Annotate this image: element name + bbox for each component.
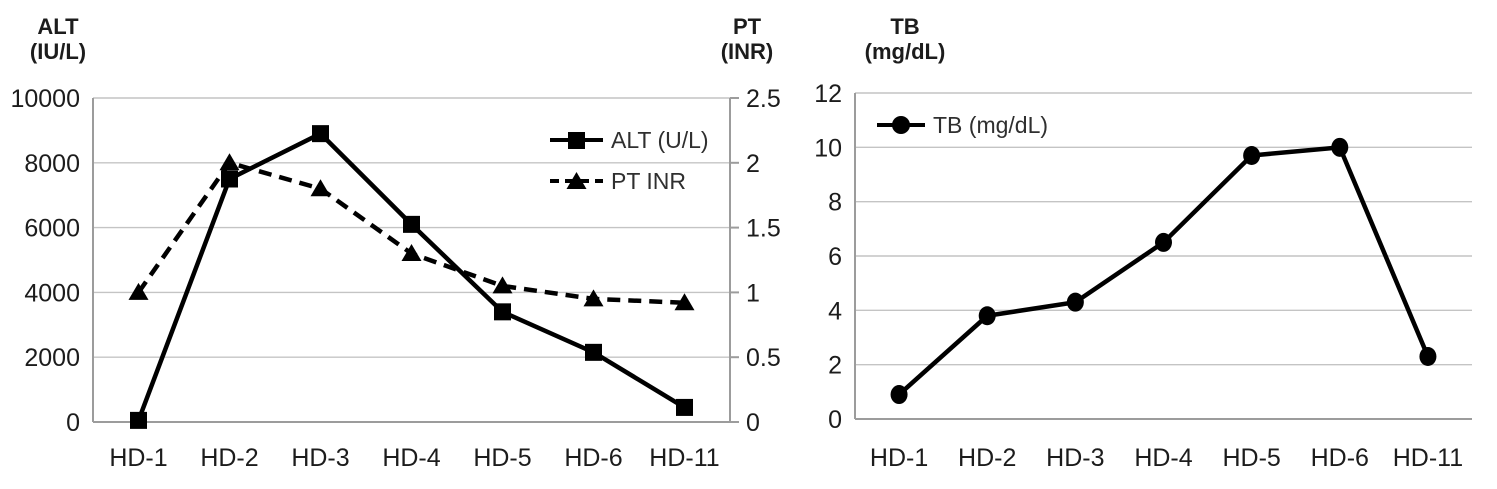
y-tick-label-left-10000: 10000 — [10, 85, 80, 113]
legend-label-tb: TB (mg/dL) — [933, 111, 1049, 138]
legend-label-pt: PT INR — [611, 167, 686, 194]
tb-axis-title-line2: (mg/dL) — [864, 39, 946, 64]
y-tick-label-left-2: 2 — [828, 352, 842, 380]
left-axis-title-alt: ALT (IU/L) — [16, 14, 100, 64]
y-tick-label-right-2: 2 — [746, 150, 760, 178]
legend-alt-pt: ALT (U/L) PT INR — [549, 127, 709, 194]
x-tick-label-hd-1: HD-1 — [109, 444, 167, 472]
x-tick-label-hd-4: HD-4 — [1134, 444, 1192, 472]
marker-alt-u-l-hd-1 — [130, 411, 147, 429]
x-tick-label-hd-6: HD-6 — [564, 444, 622, 472]
legend-sample-alt-solid-square — [550, 132, 603, 149]
legend-label-alt: ALT (U/L) — [611, 126, 709, 153]
marker-alt-u-l-hd-3 — [312, 125, 329, 143]
marker-pt-inr-hd-5 — [492, 276, 513, 294]
tb-plot-area: 0 2 4 6 8 10 12 HD-1 HD-2 HD-3 HD-4 HD-5 HD-6 HD-11 — [814, 80, 1472, 472]
marker-alt-u-l-hd-6 — [585, 343, 602, 361]
marker-tb-mg-dl-hd-1 — [890, 385, 908, 405]
y-tick-label-left-10: 10 — [814, 134, 842, 162]
x-tick-label-hd-3: HD-3 — [1046, 444, 1104, 472]
y-tick-label-right-1: 1 — [746, 279, 760, 307]
marker-alt-u-l-hd-11 — [676, 398, 693, 416]
y-tick-label-right-0: 0 — [746, 409, 760, 437]
right-axis-title-line1: PT — [732, 14, 762, 39]
y-tick-label-left-8: 8 — [828, 189, 842, 217]
x-tick-label-hd-2: HD-2 — [200, 444, 258, 472]
marker-pt-inr-hd-1 — [128, 282, 149, 300]
marker-pt-inr-hd-11 — [674, 293, 695, 311]
chart-tb: 0 2 4 6 8 10 12 HD-1 HD-2 HD-3 HD-4 HD-5 HD-6 HD-11 T… — [790, 0, 1497, 489]
legend-sample-tb-solid-circle — [877, 116, 925, 134]
y-tick-label-right-2-5: 2.5 — [746, 85, 781, 113]
marker-pt-inr-hd-2 — [219, 153, 240, 171]
y-tick-label-left-6000: 6000 — [24, 215, 80, 243]
y-tick-label-left-4: 4 — [828, 297, 842, 325]
legend-tb: TB (mg/dL) — [876, 112, 1048, 138]
x-tick-label-hd-3: HD-3 — [291, 444, 349, 472]
legend-item-alt: ALT (U/L) — [549, 127, 709, 153]
x-tick-label-hd-5: HD-5 — [1222, 444, 1280, 472]
legend-sample-pt-dashed-triangle — [550, 172, 603, 189]
left-axis-title-tb: TB (mg/dL) — [855, 14, 955, 64]
marker-tb-mg-dl-hd-3 — [1066, 292, 1084, 312]
x-tick-label-hd-11: HD-11 — [1393, 444, 1463, 472]
y-tick-label-left-4000: 4000 — [24, 279, 80, 307]
y-tick-label-left-6: 6 — [828, 243, 842, 271]
marker-alt-u-l-hd-2 — [221, 170, 238, 188]
alt-pt-plot-area: 0 2000 4000 6000 8000 10000 0 0.5 1 1.5 2 2.5 HD-1 HD… — [10, 85, 781, 472]
x-tick-label-hd-11: HD-11 — [649, 444, 719, 472]
tb-axis-title-line1: TB — [890, 14, 920, 39]
legend-item-pt: PT INR — [549, 168, 709, 194]
y-tick-label-left-2000: 2000 — [24, 344, 80, 372]
x-tick-label-hd-6: HD-6 — [1311, 444, 1369, 472]
left-axis-title-line2: (IU/L) — [29, 39, 87, 64]
marker-pt-inr-hd-6 — [583, 289, 604, 307]
marker-tb-mg-dl-hd-4 — [1155, 232, 1172, 252]
x-tick-label-hd-1: HD-1 — [870, 444, 928, 472]
right-axis-title-pt: PT (INR) — [705, 14, 789, 64]
chart-alt-pt: 0 2000 4000 6000 8000 10000 0 0.5 1 1.5 2 2.5 HD-1 HD… — [10, 14, 789, 472]
marker-alt-u-l-hd-4 — [403, 215, 420, 233]
legend-item-tb: TB (mg/dL) — [876, 112, 1048, 138]
marker-tb-mg-dl-hd-11 — [1419, 347, 1437, 367]
series-line-tb-mg-dl — [897, 144, 1431, 397]
x-tick-label-hd-4: HD-4 — [382, 444, 440, 472]
marker-alt-u-l-hd-5 — [494, 303, 511, 321]
y-tick-label-right-1-5: 1.5 — [746, 215, 781, 243]
marker-pt-inr-hd-3 — [310, 179, 331, 197]
y-tick-label-left-12: 12 — [814, 80, 842, 108]
y-tick-label-right-0-5: 0.5 — [746, 344, 781, 372]
y-tick-label-left-8000: 8000 — [24, 150, 80, 178]
marker-pt-inr-hd-4 — [401, 244, 422, 262]
y-tick-label-left-0: 0 — [828, 406, 842, 434]
x-tick-label-hd-2: HD-2 — [958, 444, 1016, 472]
marker-tb-mg-dl-hd-2 — [978, 306, 996, 326]
left-axis-title-line1: ALT — [37, 14, 79, 39]
marker-tb-mg-dl-hd-5 — [1243, 145, 1261, 165]
marker-tb-mg-dl-hd-6 — [1331, 137, 1349, 157]
x-tick-label-hd-5: HD-5 — [473, 444, 531, 472]
right-axis-title-line2: (INR) — [720, 39, 774, 64]
y-tick-label-left-0: 0 — [66, 409, 80, 437]
